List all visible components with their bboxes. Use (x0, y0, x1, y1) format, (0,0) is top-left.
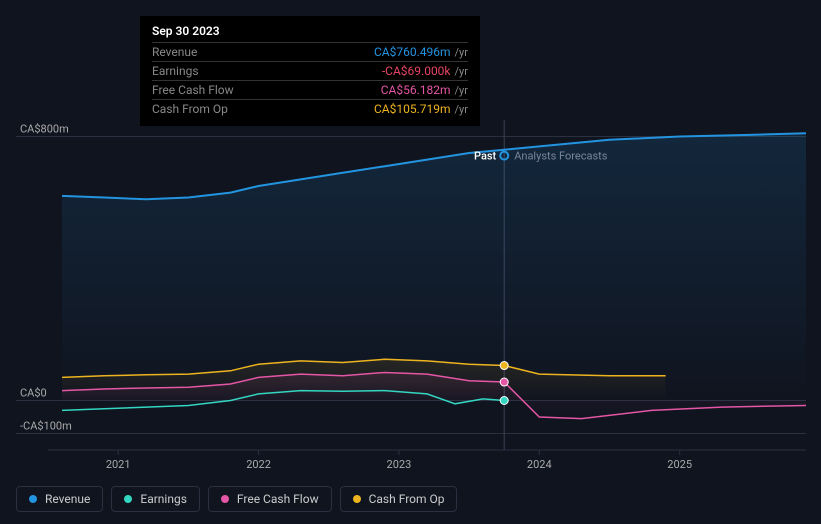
tooltip-row-value: CA$56.182m/yr (381, 83, 468, 97)
chart-area: CA$800mCA$0-CA$100m20212022202320242025P… (16, 120, 806, 450)
tooltip-date: Sep 30 2023 (152, 24, 468, 42)
legend-dot-icon (221, 495, 229, 503)
legend-item[interactable]: Cash From Op (340, 486, 458, 512)
tooltip-row: Earnings -CA$69.000k/yr (152, 61, 468, 80)
legend-label: Earnings (140, 492, 187, 506)
tooltip-row-label: Earnings (152, 64, 199, 78)
tooltip-row: Revenue CA$760.496m/yr (152, 42, 468, 61)
tooltip-row: Free Cash Flow CA$56.182m/yr (152, 80, 468, 99)
tooltip-row: Cash From Op CA$105.719m/yr (152, 99, 468, 118)
legend-dot-icon (353, 495, 361, 503)
y-axis-label: CA$0 (20, 387, 47, 400)
legend-dot-icon (29, 495, 37, 503)
x-axis-label: 2025 (667, 458, 692, 471)
chart-tooltip: Sep 30 2023 Revenue CA$760.496m/yr Earning… (140, 16, 480, 126)
series-marker-icon (500, 378, 508, 386)
legend-dot-icon (124, 495, 132, 503)
legend-label: Revenue (45, 492, 90, 506)
series-marker-icon (500, 397, 508, 405)
forecast-label: Analysts Forecasts (514, 150, 608, 163)
legend: Revenue Earnings Free Cash Flow Cash From O… (16, 486, 457, 512)
legend-label: Cash From Op (369, 492, 445, 506)
x-axis-label: 2023 (387, 458, 412, 471)
x-axis-label: 2021 (106, 458, 131, 471)
past-label: Past (474, 150, 497, 163)
legend-item[interactable]: Revenue (16, 486, 103, 512)
y-axis-label: -CA$100m (20, 420, 72, 433)
tooltip-row-value: CA$105.719m/yr (374, 102, 468, 116)
series-fill (62, 133, 806, 400)
tooltip-row-value: CA$760.496m/yr (374, 45, 468, 59)
tooltip-row-label: Free Cash Flow (152, 83, 234, 97)
tooltip-row-value: -CA$69.000k/yr (382, 64, 468, 78)
legend-item[interactable]: Earnings (111, 486, 200, 512)
y-axis-label: CA$800m (20, 123, 69, 136)
tooltip-row-label: Cash From Op (152, 102, 228, 116)
series-marker-icon (500, 362, 508, 370)
tooltip-row-label: Revenue (152, 45, 197, 59)
x-axis-label: 2022 (246, 458, 271, 471)
legend-item[interactable]: Free Cash Flow (208, 486, 332, 512)
x-axis-label: 2024 (527, 458, 552, 471)
legend-label: Free Cash Flow (237, 492, 319, 506)
chart-svg: CA$800m CA$0 -CA$100m 2021 2022 2023 2024 2025 P… (16, 120, 806, 480)
